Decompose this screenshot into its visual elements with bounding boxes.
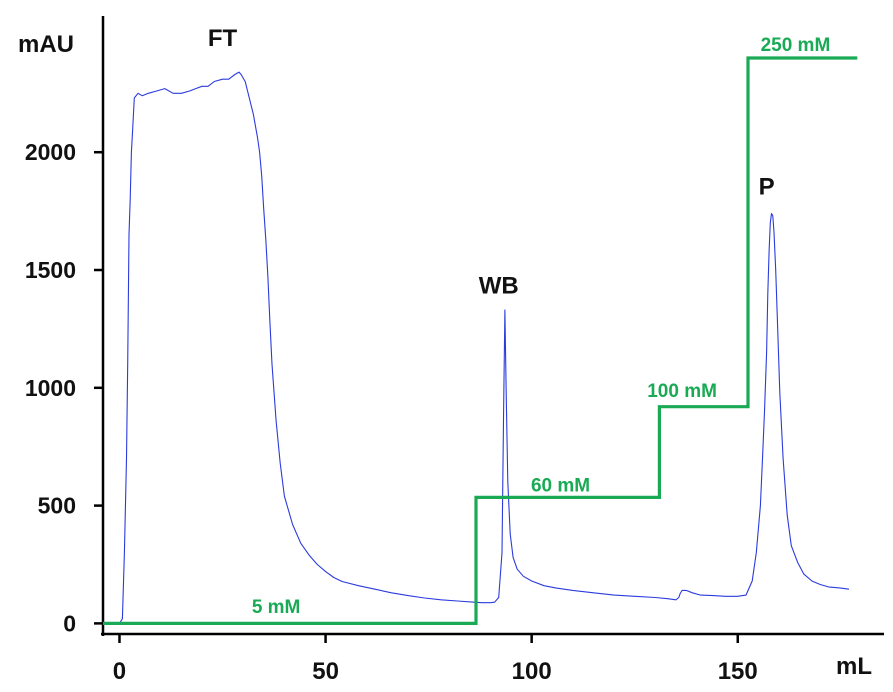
gradient-step-label: 5 mM <box>252 597 301 618</box>
x-ticks: 0 50 100 150 <box>113 634 758 685</box>
annotations: FT WB P 5 mM 60 mM 100 mM 250 mM <box>208 25 830 618</box>
y-tick-label: 0 <box>63 610 76 636</box>
absorbance-trace-line <box>119 71 850 624</box>
y-tick-label: 1000 <box>25 375 76 401</box>
x-tick-label: 0 <box>113 658 126 685</box>
peak-label: WB <box>479 273 519 300</box>
x-tick-label: 150 <box>718 658 758 685</box>
gradient-step-label: 250 mM <box>761 35 831 56</box>
y-ticks: 0 500 1000 1500 2000 <box>25 139 103 636</box>
gradient-step-label: 100 mM <box>647 381 717 402</box>
axes <box>101 16 884 636</box>
y-tick-label: 1500 <box>25 257 76 283</box>
y-tick-label: 500 <box>38 493 76 519</box>
y-axis-unit-label: mAU <box>18 31 74 58</box>
peak-label: FT <box>208 25 238 52</box>
gradient-step-label: 60 mM <box>531 475 590 496</box>
x-tick-label: 50 <box>312 658 339 685</box>
imidazole-gradient-line <box>103 56 858 626</box>
peak-label: P <box>759 174 775 201</box>
series-group <box>103 56 858 626</box>
x-axis-unit-label: mL <box>836 653 872 680</box>
y-tick-label: 2000 <box>25 139 76 165</box>
x-tick-label: 100 <box>512 658 552 685</box>
